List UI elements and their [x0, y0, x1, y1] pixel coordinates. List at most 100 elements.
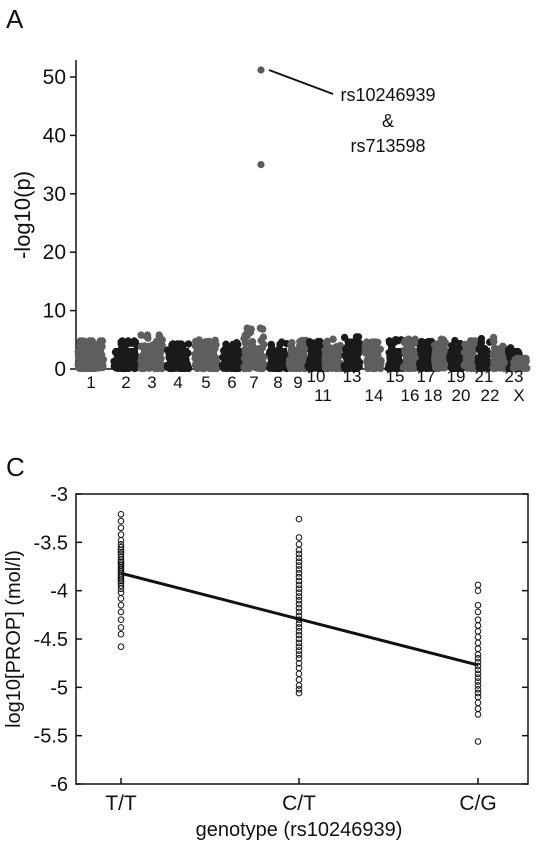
genotype-data-point: [295, 550, 303, 558]
genotype-data-point: [474, 738, 482, 745]
scatter-y-axis-label: log10[PROP] (mol/l): [3, 550, 25, 728]
genotype-data-point: [117, 601, 125, 609]
manhattan-y-tick-label: 50: [43, 66, 66, 89]
manhattan-density-band: [141, 347, 163, 369]
manhattan-density-band: [308, 347, 324, 369]
genotype-data-point: [117, 553, 125, 561]
chromosome-label: 15: [386, 367, 405, 386]
genotype-data-point: [117, 524, 125, 532]
manhattan-point: [267, 340, 275, 349]
genotype-data-point: [474, 686, 482, 693]
scatter-y-tick-label: -4: [50, 581, 68, 603]
manhattan-y-tick-label: 10: [43, 300, 66, 323]
manhattan-point: [288, 339, 296, 347]
chromosome-label: 21: [475, 367, 494, 386]
genotype-data-point: [295, 651, 303, 658]
chromosome-label: 16: [401, 386, 420, 405]
genotype-data-point: [474, 655, 482, 662]
chromosome-label: X: [513, 386, 524, 405]
genotype-data-point: [474, 699, 482, 707]
genotype-data-point: [295, 515, 303, 523]
manhattan-density-band: [78, 347, 104, 369]
manhattan-y-tick-label: 40: [43, 124, 66, 147]
genotype-category-label: T/T: [105, 792, 137, 815]
genotype-data-point: [474, 678, 482, 685]
genotype-data-point: [295, 635, 303, 643]
chromosome-label: 13: [343, 367, 362, 386]
manhattan-density-band: [222, 347, 242, 369]
genotype-data-point: [295, 659, 303, 667]
genotype-data-point: [295, 604, 303, 612]
manhattan-density-band: [244, 347, 264, 369]
manhattan-point: [240, 334, 248, 343]
chromosome-label: 10: [307, 367, 326, 386]
genotype-data-point: [295, 589, 303, 596]
genotype-data-point: [117, 595, 125, 602]
manhattan-point: [344, 338, 352, 346]
genotype-data-point: [474, 666, 482, 674]
genotype-data-point: [474, 662, 482, 670]
manhattan-point: [451, 336, 459, 345]
scatter-y-tick-label: -5: [50, 677, 68, 699]
manhattan-density-band: [114, 347, 138, 369]
genotype-data-point: [117, 643, 125, 651]
chromosome-label: 9: [293, 373, 302, 392]
manhattan-point: [437, 335, 446, 343]
manhattan-density-band: [365, 347, 381, 369]
manhattan-density-band: [449, 347, 463, 369]
chromosome-label: 2: [121, 373, 130, 392]
genotype-data-point: [117, 616, 125, 624]
chromosome-label: 22: [481, 386, 500, 405]
genotype-data-point: [295, 554, 303, 562]
genotype-data-point: [117, 548, 125, 556]
chromosome-label: 6: [227, 373, 236, 392]
significant-snp-point: [257, 66, 265, 74]
manhattan-point: [353, 334, 361, 343]
genotype-data-point: [117, 589, 125, 596]
genotype-data-point: [295, 689, 303, 697]
genotype-data-point: [117, 577, 125, 585]
manhattan-point: [202, 340, 210, 348]
panel-c-label: C: [6, 452, 25, 482]
genotype-data-point: [295, 546, 303, 554]
chromosome-label: 19: [447, 367, 466, 386]
manhattan-point: [256, 324, 265, 332]
chromosome-label: 14: [365, 386, 384, 405]
scatter-y-tick-label: -6: [50, 774, 68, 796]
genotype-data-point: [295, 577, 303, 585]
genotype-data-point: [117, 537, 125, 544]
genotype-data-point: [117, 575, 125, 583]
genotype-data-point: [295, 562, 303, 569]
genotype-data-point: [474, 633, 482, 641]
genotype-data-point: [295, 620, 303, 627]
manhattan-density-band: [419, 347, 433, 369]
manhattan-density-band: [513, 358, 527, 369]
annotation-snp-2: rs713598: [350, 136, 425, 156]
manhattan-y-tick-label: 30: [43, 183, 66, 206]
regression-line: [120, 571, 479, 667]
genotype-data-point: [474, 674, 482, 682]
genotype-data-point: [295, 682, 303, 689]
manhattan-point: [296, 338, 304, 346]
manhattan-point: [322, 339, 330, 347]
genotype-data-point: [474, 711, 482, 718]
genotype-data-point: [295, 573, 303, 581]
manhattan-point: [86, 337, 94, 345]
manhattan-density-band: [388, 347, 402, 369]
manhattan-point: [315, 337, 323, 346]
genotype-data-point: [295, 639, 303, 647]
chromosome-label: 1: [86, 373, 95, 392]
manhattan-point: [144, 334, 152, 342]
chromosome-label: 8: [273, 373, 282, 392]
manhattan-density-band: [325, 347, 341, 369]
scatter-y-tick-label: -5.5: [34, 726, 68, 748]
genotype-data-point: [295, 581, 303, 589]
manhattan-density-band: [289, 347, 307, 369]
manhattan-density-band: [344, 347, 360, 369]
scatter-y-tick-label: -4.5: [34, 629, 68, 651]
manhattan-point: [420, 339, 428, 347]
genotype-data-point: [474, 705, 482, 712]
annotation-ampersand: &: [382, 111, 394, 131]
